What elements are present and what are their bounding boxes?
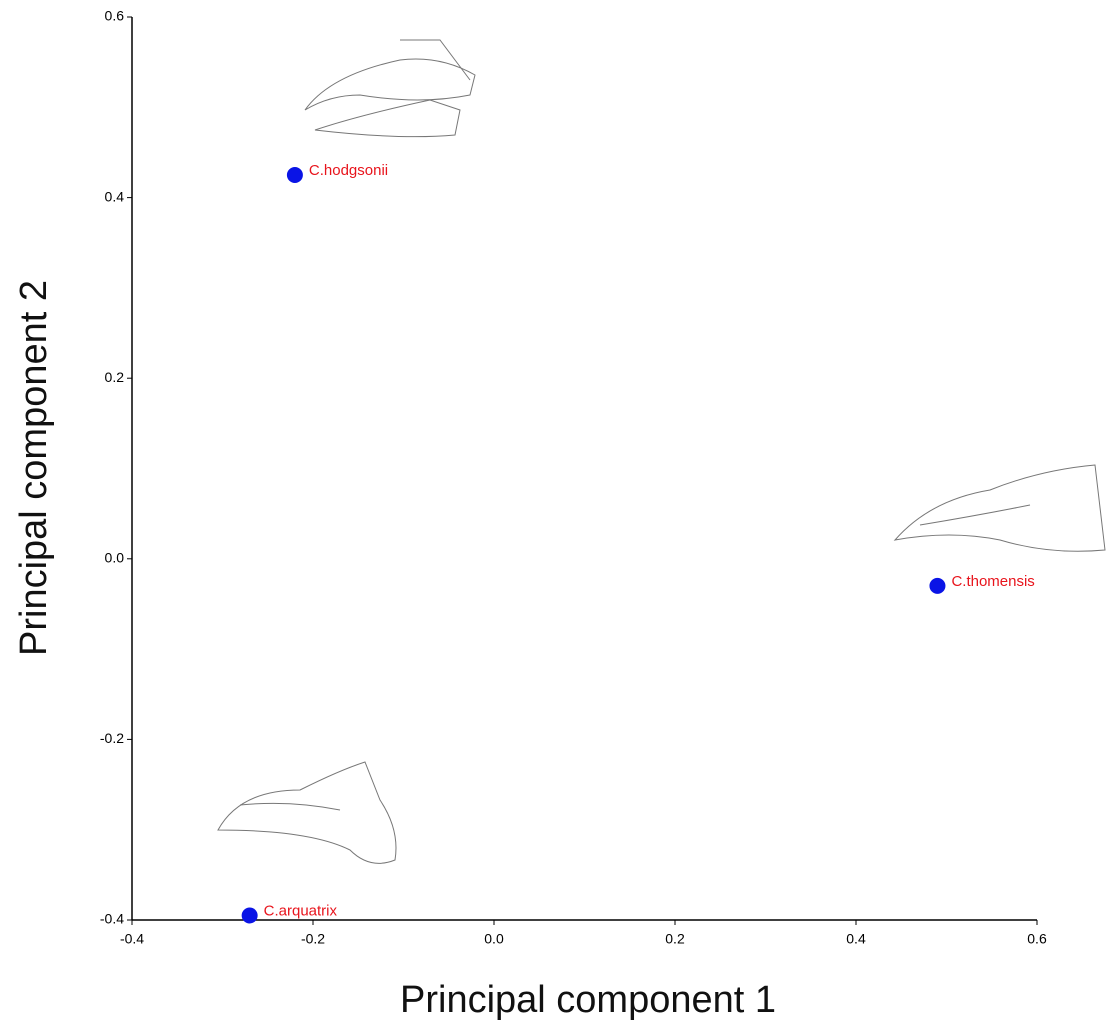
x-axis-title: Principal component 1 bbox=[400, 979, 776, 1021]
y-tick-label: 0.2 bbox=[105, 369, 125, 385]
y-tick-label: 0.6 bbox=[105, 8, 125, 24]
x-tick-label: 0.0 bbox=[484, 931, 504, 947]
y-axis-title: Principal component 2 bbox=[13, 280, 55, 656]
x-tick-label: 0.4 bbox=[846, 931, 866, 947]
x-tick-label: 0.6 bbox=[1027, 931, 1047, 947]
bird-sketch bbox=[217, 39, 1106, 864]
point bbox=[286, 167, 303, 184]
x-tick-label: -0.4 bbox=[120, 931, 144, 947]
point bbox=[929, 577, 946, 594]
point bbox=[241, 907, 258, 924]
y-tick-label: -0.4 bbox=[100, 911, 124, 927]
y-tick-label: 0.0 bbox=[105, 550, 125, 566]
y-tick-label: -0.2 bbox=[100, 730, 124, 746]
point-label: C.thomensis bbox=[951, 573, 1034, 590]
x-tick-label: -0.2 bbox=[301, 931, 325, 947]
point-label: C.arquatrix bbox=[264, 902, 338, 919]
x-tick-label: 0.2 bbox=[665, 931, 685, 947]
point-label: C.hodgsonii bbox=[309, 162, 388, 179]
y-tick-label: 0.4 bbox=[105, 188, 125, 204]
